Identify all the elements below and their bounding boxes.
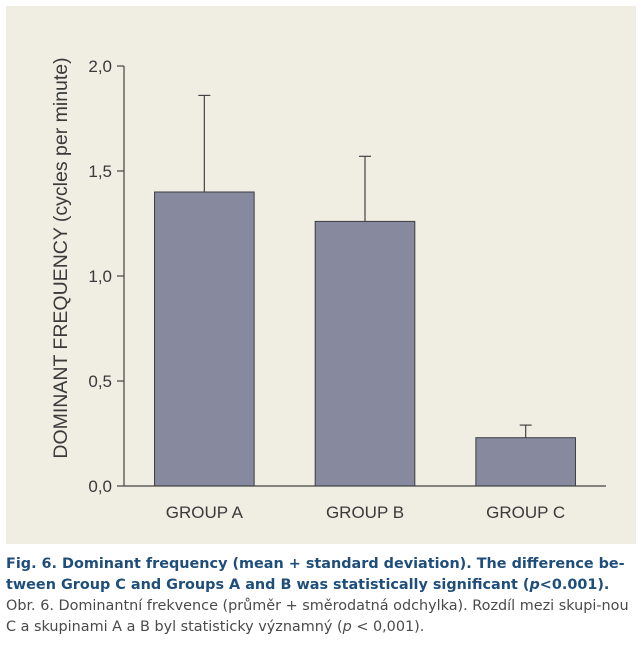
x-tick-label: GROUP A — [166, 503, 244, 522]
x-axis: GROUP A GROUP B GROUP C — [166, 503, 565, 522]
bar — [154, 191, 255, 487]
x-tick-label: GROUP C — [486, 503, 565, 522]
bar-chart: 0,0 0,5 1,0 1,5 2,0 GROUP A GROUP B GROUP C DO… — [50, 57, 606, 522]
caption-en-text: Fig. 6. Dominant frequency (mean + stand… — [6, 556, 625, 593]
caption-english: Fig. 6. Dominant frequency (mean + stand… — [6, 554, 636, 596]
caption-cz-text: Obr. 6. Dominantní frekvence (průměr + s… — [6, 598, 629, 635]
bar — [314, 220, 416, 487]
caption-cz-suffix: < 0,001). — [351, 619, 425, 635]
y-tick-label: 1,5 — [88, 162, 112, 181]
caption-czech: Obr. 6. Dominantní frekvence (průměr + s… — [6, 596, 636, 638]
y-tick-label: 0,0 — [88, 477, 112, 496]
y-axis-label: DOMINANT FREQUENCY (cycles per minute) — [50, 57, 72, 458]
caption-en-suffix: <0.001). — [539, 577, 610, 593]
caption-cz-p: p — [342, 619, 352, 635]
bar — [475, 437, 576, 487]
bars — [154, 94, 576, 487]
y-tick-label: 0,5 — [88, 372, 112, 391]
x-tick-label: GROUP B — [326, 503, 404, 522]
figure-caption: Fig. 6. Dominant frequency (mean + stand… — [6, 554, 636, 638]
y-axis: 0,0 0,5 1,0 1,5 2,0 — [88, 57, 124, 496]
y-tick-label: 2,0 — [88, 57, 112, 76]
caption-en-p: p — [529, 577, 540, 593]
y-tick-label: 1,0 — [88, 267, 112, 286]
